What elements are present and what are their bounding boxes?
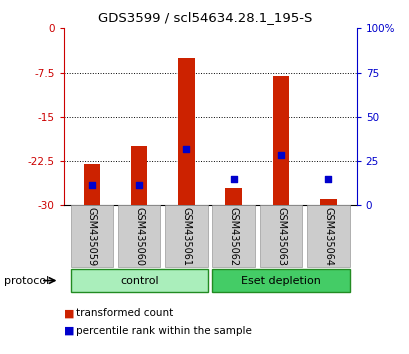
Point (136, 182, 142, 188)
Point (324, 176, 331, 182)
FancyBboxPatch shape (118, 205, 160, 267)
Text: ■: ■ (63, 308, 74, 318)
Text: control: control (119, 275, 158, 286)
FancyBboxPatch shape (306, 205, 349, 267)
Text: GSM435064: GSM435064 (323, 207, 333, 266)
Text: percentile rank within the sample: percentile rank within the sample (76, 326, 251, 336)
Bar (319, 199, 336, 205)
Text: GSM435060: GSM435060 (134, 207, 144, 266)
Bar (130, 146, 147, 205)
Text: transformed count: transformed count (76, 308, 173, 318)
Text: ■: ■ (63, 326, 74, 336)
FancyBboxPatch shape (165, 205, 207, 267)
Point (183, 147, 189, 152)
Point (88, 182, 95, 188)
Bar (178, 58, 194, 205)
Bar (83, 164, 100, 205)
Text: GDS3599 / scl54634.28.1_195-S: GDS3599 / scl54634.28.1_195-S (98, 11, 311, 24)
Text: GSM435061: GSM435061 (181, 207, 191, 266)
Text: Eset depletion: Eset depletion (240, 275, 320, 286)
Point (230, 176, 236, 182)
FancyBboxPatch shape (70, 205, 113, 267)
FancyBboxPatch shape (212, 269, 349, 292)
Text: GSM435062: GSM435062 (228, 207, 238, 266)
Text: protocol: protocol (4, 275, 49, 286)
Text: GSM435063: GSM435063 (275, 207, 285, 266)
FancyBboxPatch shape (259, 205, 301, 267)
Bar (225, 188, 241, 205)
FancyBboxPatch shape (212, 205, 254, 267)
Text: GSM435059: GSM435059 (87, 207, 97, 266)
FancyBboxPatch shape (70, 269, 207, 292)
Point (277, 152, 283, 158)
Bar (272, 75, 289, 205)
